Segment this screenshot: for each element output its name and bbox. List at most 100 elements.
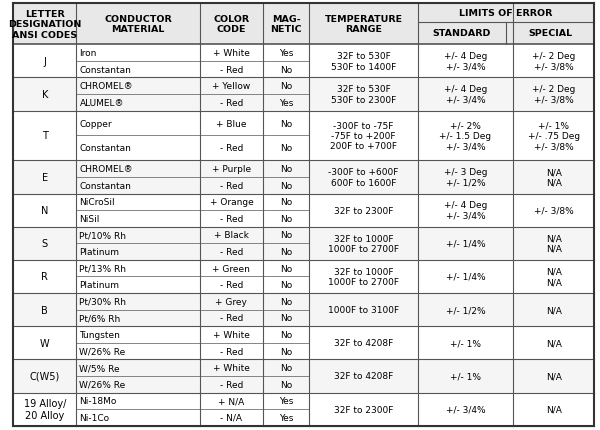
Text: Iron: Iron — [79, 49, 97, 58]
Text: R: R — [41, 272, 48, 282]
Text: - Red: - Red — [220, 144, 243, 153]
Text: Yes: Yes — [279, 98, 293, 108]
Bar — [13, 4, 594, 45]
Text: SPECIAL: SPECIAL — [528, 29, 572, 38]
Text: COLOR
CODE: COLOR CODE — [214, 15, 250, 34]
Text: N: N — [41, 206, 49, 215]
Text: LETTER
DESIGNATION
ANSI CODES: LETTER DESIGNATION ANSI CODES — [8, 10, 82, 40]
Text: +/- 1%: +/- 1% — [450, 372, 481, 381]
Text: N/A
N/A: N/A N/A — [545, 234, 562, 253]
Text: +/- 1/4%: +/- 1/4% — [446, 239, 485, 248]
Text: +/- 1%
+/- .75 Deg
+/- 3/8%: +/- 1% +/- .75 Deg +/- 3/8% — [527, 121, 580, 151]
Text: No: No — [280, 363, 292, 372]
Text: No: No — [280, 65, 292, 74]
Bar — [13, 326, 594, 359]
Text: N/A
N/A: N/A N/A — [545, 267, 562, 286]
Text: Yes: Yes — [279, 49, 293, 58]
Text: Yes: Yes — [279, 396, 293, 405]
Text: LIMITS OF ERROR: LIMITS OF ERROR — [460, 9, 553, 18]
Text: S: S — [42, 239, 48, 249]
Text: No: No — [280, 313, 292, 322]
Text: +/- 2 Deg
+/- 3/8%: +/- 2 Deg +/- 3/8% — [532, 85, 575, 104]
Text: No: No — [280, 248, 292, 256]
Text: W/5% Re: W/5% Re — [79, 363, 120, 372]
Bar — [13, 293, 594, 326]
Text: - Red: - Red — [220, 280, 243, 289]
Text: - Red: - Red — [220, 380, 243, 389]
Text: + Orange: + Orange — [209, 198, 253, 207]
Text: STANDARD: STANDARD — [433, 29, 491, 38]
Text: + Grey: + Grey — [215, 297, 247, 306]
Bar — [13, 111, 594, 161]
Text: No: No — [280, 144, 292, 153]
Text: Copper: Copper — [79, 119, 112, 128]
Text: N/A: N/A — [545, 372, 562, 381]
Text: T: T — [42, 131, 48, 141]
Text: - Red: - Red — [220, 313, 243, 322]
Text: Platinum: Platinum — [79, 248, 119, 256]
Text: + Black: + Black — [214, 231, 249, 240]
Text: Pt/10% Rh: Pt/10% Rh — [79, 231, 127, 240]
Text: - Red: - Red — [220, 98, 243, 108]
Text: No: No — [280, 380, 292, 389]
Text: No: No — [280, 215, 292, 223]
Text: - N/A: - N/A — [220, 413, 242, 422]
Text: 19 Alloy/
20 Alloy: 19 Alloy/ 20 Alloy — [23, 398, 66, 420]
Text: Yes: Yes — [279, 413, 293, 422]
Text: 32F to 1000F
1000F to 2700F: 32F to 1000F 1000F to 2700F — [328, 234, 399, 253]
Text: +/- 1%: +/- 1% — [450, 338, 481, 347]
Text: +/- 4 Deg
+/- 3/4%: +/- 4 Deg +/- 3/4% — [444, 52, 487, 71]
Text: - Red: - Red — [220, 65, 243, 74]
Text: Tungsten: Tungsten — [79, 330, 121, 339]
Text: W/26% Re: W/26% Re — [79, 347, 126, 356]
Text: No: No — [280, 280, 292, 289]
Text: Pt/13% Rh: Pt/13% Rh — [79, 264, 127, 273]
Bar — [13, 78, 594, 111]
Text: No: No — [280, 231, 292, 240]
Text: Ni-1Co: Ni-1Co — [79, 413, 110, 422]
Text: - Red: - Red — [220, 181, 243, 190]
Text: 32F to 530F
530F to 2300F: 32F to 530F 530F to 2300F — [331, 85, 396, 104]
Text: B: B — [41, 305, 48, 315]
Text: 32F to 4208F: 32F to 4208F — [334, 338, 393, 347]
Bar — [13, 45, 594, 78]
Text: Pt/6% Rh: Pt/6% Rh — [79, 313, 121, 322]
Text: +/- 2%
+/- 1.5 Deg
+/- 3/4%: +/- 2% +/- 1.5 Deg +/- 3/4% — [439, 121, 491, 151]
Text: 32F to 2300F: 32F to 2300F — [334, 405, 393, 414]
Text: N/A: N/A — [545, 338, 562, 347]
Text: -300F to +600F
600F to 1600F: -300F to +600F 600F to 1600F — [328, 168, 398, 187]
Text: N/A
N/A: N/A N/A — [545, 168, 562, 187]
Text: No: No — [280, 82, 292, 91]
Text: No: No — [280, 181, 292, 190]
Text: 32F to 530F
530F to 1400F: 32F to 530F 530F to 1400F — [331, 52, 396, 71]
Text: +/- 3 Deg
+/- 1/2%: +/- 3 Deg +/- 1/2% — [444, 168, 487, 187]
Text: 1000F to 3100F: 1000F to 3100F — [328, 305, 399, 314]
Text: + Green: + Green — [212, 264, 250, 273]
Text: + Purple: + Purple — [212, 165, 251, 174]
Text: +/- 4 Deg
+/- 3/4%: +/- 4 Deg +/- 3/4% — [444, 201, 487, 220]
Text: No: No — [280, 297, 292, 306]
Text: NiCroSil: NiCroSil — [79, 198, 115, 207]
Text: +/- 1/2%: +/- 1/2% — [446, 305, 485, 314]
Bar — [13, 393, 594, 426]
Text: CHROMEL®: CHROMEL® — [79, 165, 133, 174]
Text: Constantan: Constantan — [79, 144, 131, 153]
Text: Constantan: Constantan — [79, 65, 131, 74]
Text: No: No — [280, 198, 292, 207]
Bar — [13, 260, 594, 293]
Text: TEMPERATURE
RANGE: TEMPERATURE RANGE — [325, 15, 403, 34]
Text: + White: + White — [213, 363, 250, 372]
Text: N/A: N/A — [545, 305, 562, 314]
Text: No: No — [280, 347, 292, 356]
Text: E: E — [42, 172, 48, 182]
Text: NiSil: NiSil — [79, 215, 100, 223]
Text: +/- 4 Deg
+/- 3/4%: +/- 4 Deg +/- 3/4% — [444, 85, 487, 104]
Text: + Blue: + Blue — [216, 119, 247, 128]
Text: No: No — [280, 330, 292, 339]
Text: MAG-
NETIC: MAG- NETIC — [270, 15, 302, 34]
Text: + White: + White — [213, 49, 250, 58]
Text: W: W — [40, 338, 50, 348]
Text: N/A: N/A — [545, 405, 562, 414]
Bar — [13, 227, 594, 260]
Text: CONDUCTOR
MATERIAL: CONDUCTOR MATERIAL — [104, 15, 172, 34]
